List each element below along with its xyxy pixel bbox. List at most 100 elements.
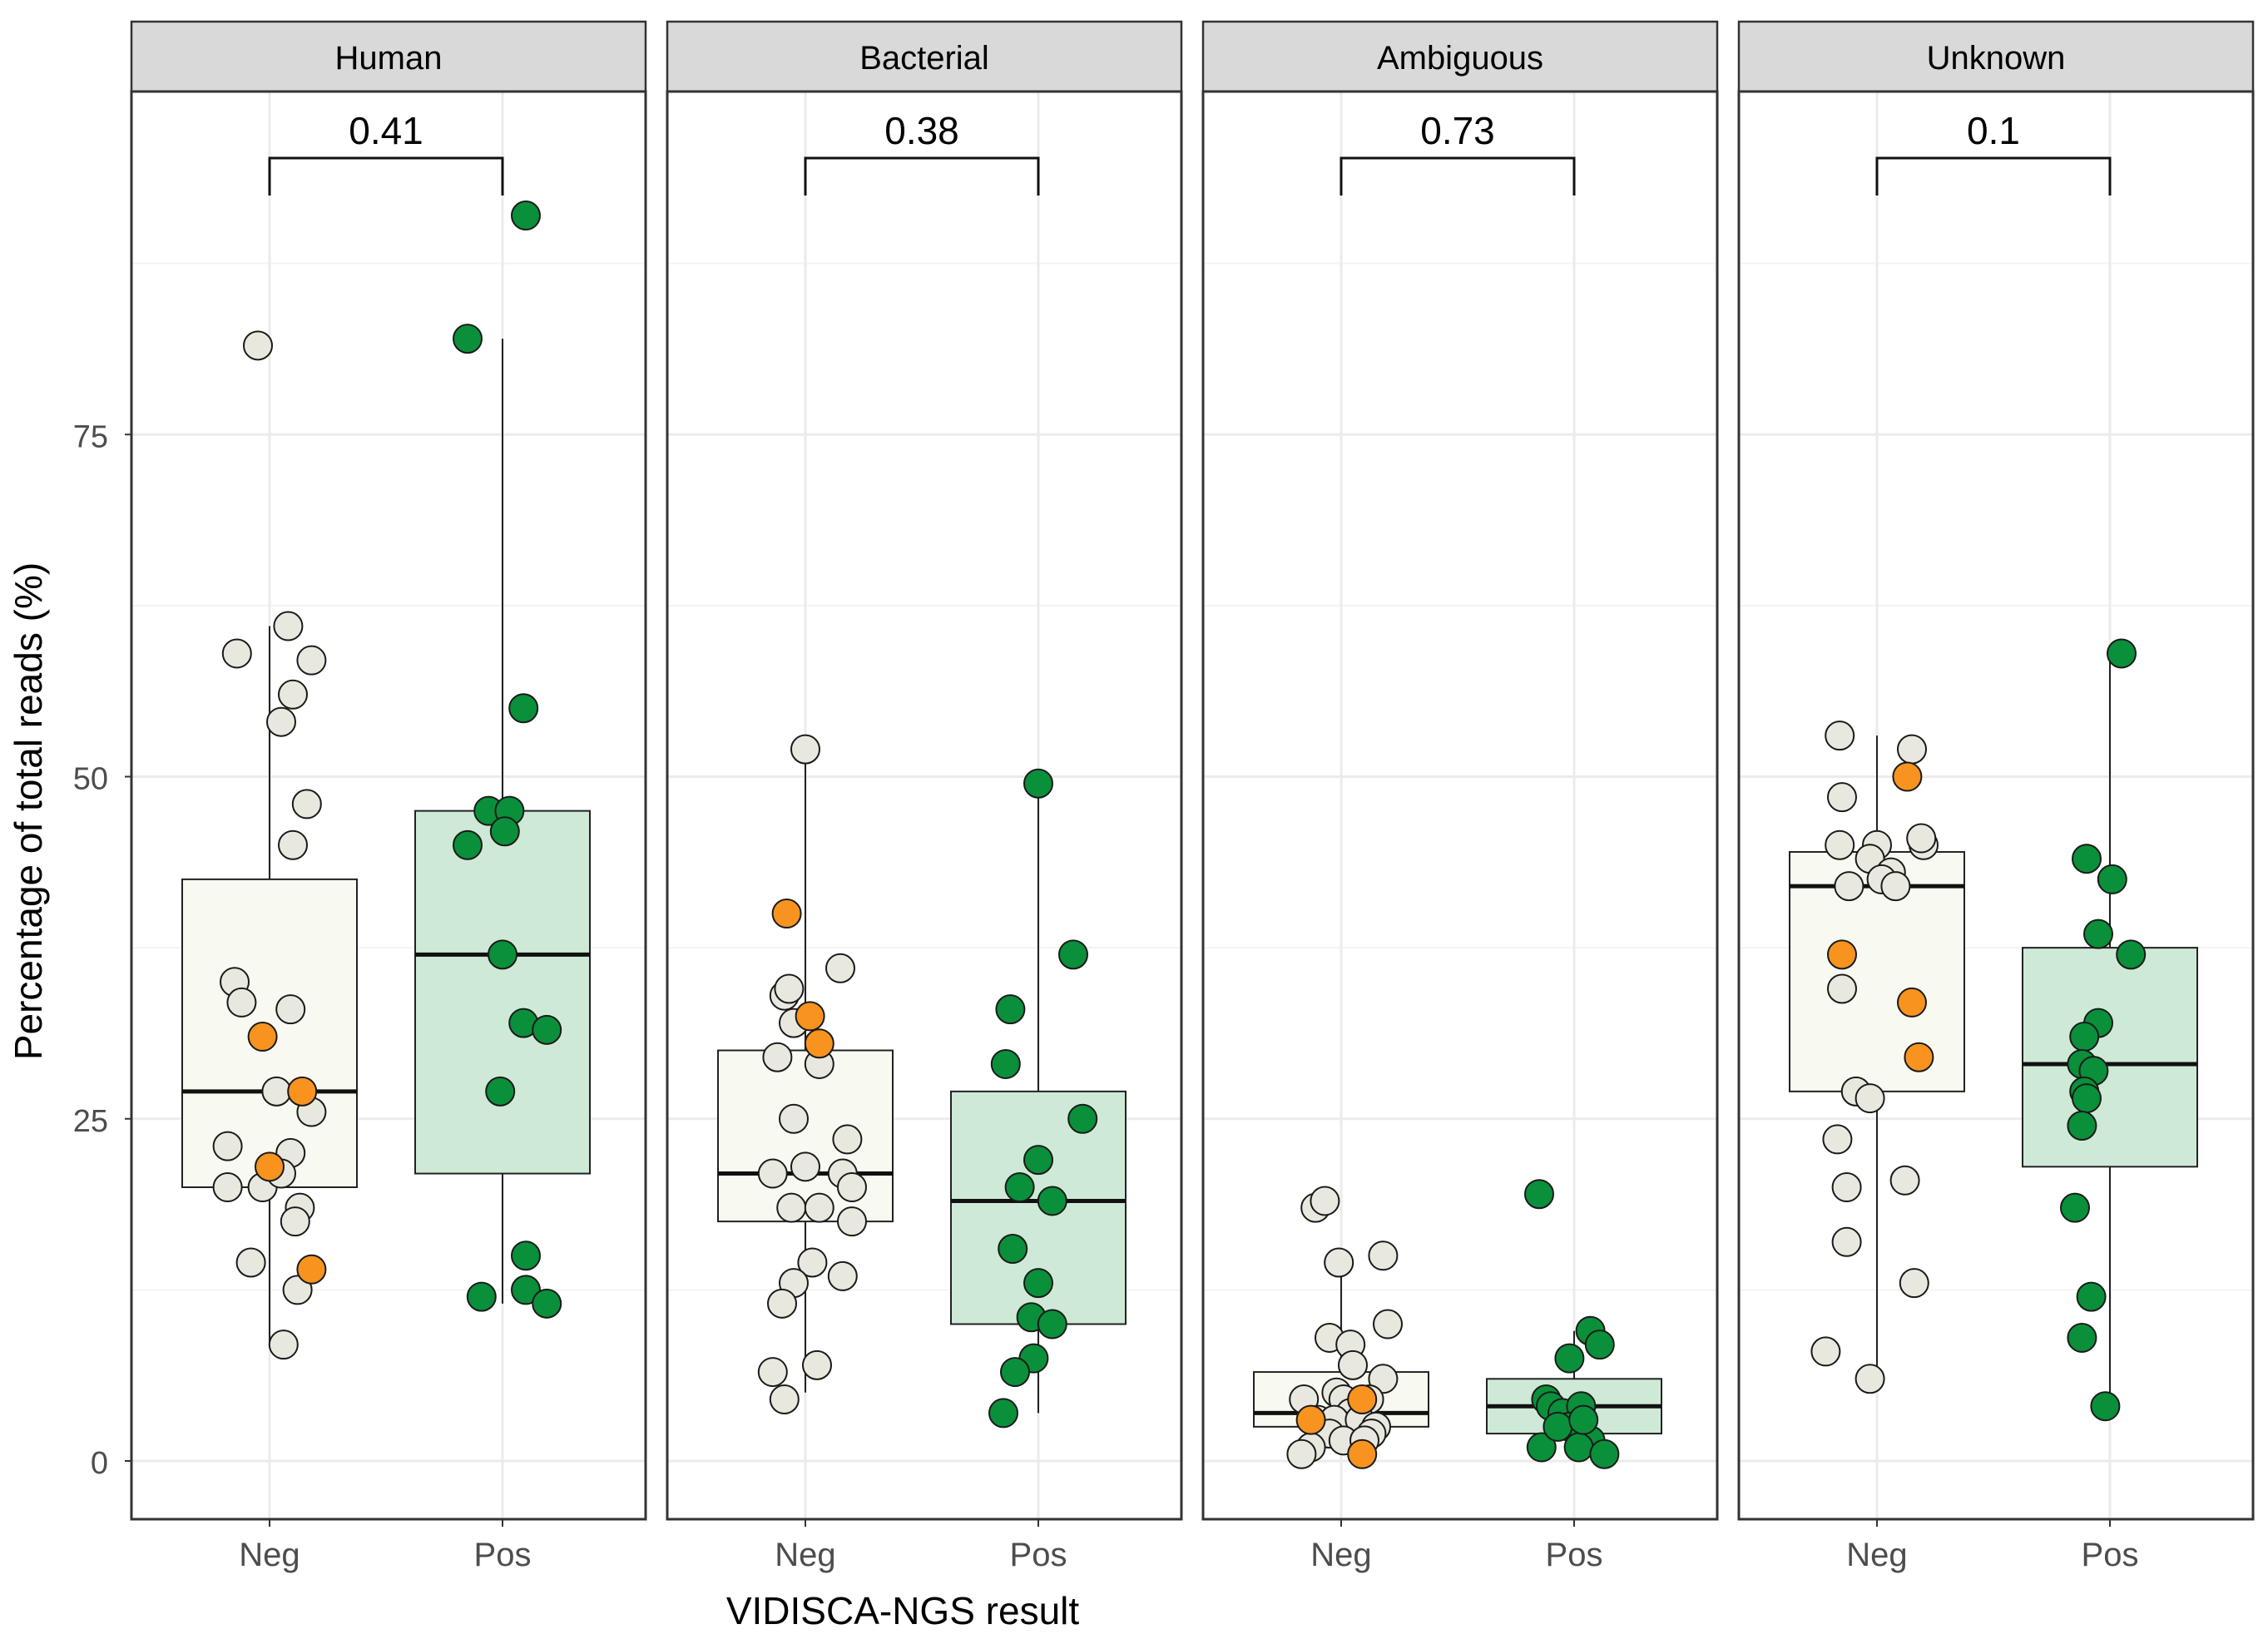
- neg-point: [790, 734, 820, 765]
- neg-point: [1286, 1438, 1317, 1469]
- neg-point: [1906, 823, 1937, 854]
- x-tick-label: Pos: [1546, 1537, 1603, 1573]
- panel-border: [1201, 90, 1719, 1521]
- pos-point: [1023, 1268, 1053, 1299]
- panel-border: [130, 90, 647, 1521]
- pos-point: [2107, 638, 2137, 669]
- neg-point: [757, 1158, 788, 1189]
- neg-point: [280, 1206, 310, 1237]
- neg-point: [266, 706, 296, 737]
- pos-point: [2072, 1083, 2102, 1114]
- pos-point: [532, 1014, 562, 1045]
- pos-point: [466, 1281, 497, 1312]
- panel-human: Human 0.41 Neg Pos: [130, 20, 647, 1573]
- neg-point: [837, 1172, 867, 1202]
- neg-point: [291, 789, 322, 820]
- pos-point: [2067, 1110, 2097, 1141]
- neg-point: [296, 645, 327, 676]
- box-pos: [2022, 653, 2198, 1407]
- pos-point: [511, 1240, 541, 1271]
- neg-point: [275, 994, 306, 1025]
- pos-point: [1543, 1411, 1573, 1442]
- x-tick-label: Neg: [775, 1537, 835, 1573]
- facet-label: Bacterial: [859, 40, 989, 77]
- neg-point: [1825, 720, 1855, 751]
- pos-point: [1067, 1103, 1098, 1134]
- pos-point: [1004, 1172, 1035, 1202]
- box-pos: [414, 339, 591, 1304]
- neg-point: [802, 1349, 832, 1380]
- neg-highlight-point: [1827, 939, 1857, 970]
- facet-label: Ambiguous: [1377, 40, 1543, 77]
- pos-point: [1058, 939, 1088, 970]
- neg-point: [1825, 829, 1855, 860]
- neg-point: [1810, 1336, 1841, 1367]
- neg-point: [1897, 734, 1927, 765]
- y-tick-label: 25: [73, 1104, 108, 1139]
- neg-point: [235, 1247, 266, 1278]
- neg-point: [273, 611, 304, 641]
- y-tick-label: 0: [91, 1446, 108, 1481]
- neg-highlight-point: [804, 1028, 834, 1059]
- panel-border: [666, 90, 1183, 1521]
- neg-highlight-point: [771, 899, 802, 928]
- neg-point: [1338, 1349, 1368, 1380]
- pos-point: [1524, 1179, 1554, 1210]
- neg-point: [278, 679, 308, 710]
- neg-highlight-point: [795, 1001, 825, 1032]
- neg-point: [1324, 1247, 1354, 1278]
- neg-point: [1827, 782, 1857, 813]
- neg-point: [212, 1131, 243, 1161]
- pos-point: [1023, 768, 1053, 799]
- box-iqr: [717, 1049, 894, 1223]
- neg-point: [1310, 1186, 1340, 1216]
- pos-point: [1023, 1145, 1053, 1176]
- neg-point: [268, 1330, 299, 1360]
- significance-bracket: [1875, 156, 2112, 196]
- pos-point: [1584, 1330, 1615, 1360]
- x-tick-label: Neg: [1846, 1537, 1907, 1573]
- neg-point: [261, 1076, 292, 1107]
- neg-highlight-point: [1347, 1384, 1378, 1414]
- box-iqr: [414, 810, 591, 1175]
- pos-point: [2116, 939, 2147, 970]
- pos-point: [453, 324, 483, 354]
- neg-highlight-point: [1904, 1042, 1934, 1072]
- x-tick-label: Pos: [1010, 1537, 1067, 1573]
- neg-point: [1855, 1083, 1885, 1114]
- neg-highlight-point: [296, 1254, 327, 1285]
- neg-point: [779, 1103, 809, 1134]
- neg-point: [827, 1260, 858, 1291]
- neg-point: [1368, 1364, 1399, 1394]
- neg-point: [757, 1357, 788, 1388]
- neg-point: [1831, 1172, 1862, 1202]
- box-iqr: [2022, 947, 2198, 1168]
- neg-point: [797, 1247, 828, 1278]
- pos-point: [485, 1076, 516, 1107]
- neg-point: [1368, 1240, 1399, 1271]
- neg-point: [762, 1042, 793, 1072]
- y-ticks: 0 25 50 75: [73, 419, 131, 1481]
- x-tick-label: Neg: [1310, 1537, 1371, 1573]
- neg-point: [1899, 1268, 1929, 1299]
- pos-point: [1563, 1432, 1594, 1463]
- y-axis: 0 25 50 75 Percentage of total reads (%): [7, 419, 131, 1481]
- pos-point: [453, 829, 483, 860]
- p-value-label: 0.73: [1420, 109, 1495, 152]
- pos-point: [2090, 1391, 2121, 1422]
- box-neg: [717, 749, 894, 1393]
- panel-border: [1737, 90, 2255, 1521]
- significance-bracket: [804, 156, 1040, 196]
- y-axis-title: Percentage of total reads (%): [7, 562, 50, 1060]
- pos-point: [998, 1234, 1028, 1265]
- pos-point: [489, 816, 520, 847]
- neg-point: [776, 1192, 807, 1223]
- neg-point: [1373, 1309, 1403, 1339]
- panel-unknown: Unknown 0.1 Neg Pos: [1737, 20, 2255, 1573]
- pos-point: [511, 201, 541, 231]
- neg-point: [1855, 1364, 1885, 1394]
- neg-point: [832, 1124, 863, 1155]
- neg-point: [212, 1172, 243, 1202]
- neg-highlight-point: [1295, 1404, 1326, 1435]
- neg-point: [282, 1275, 313, 1305]
